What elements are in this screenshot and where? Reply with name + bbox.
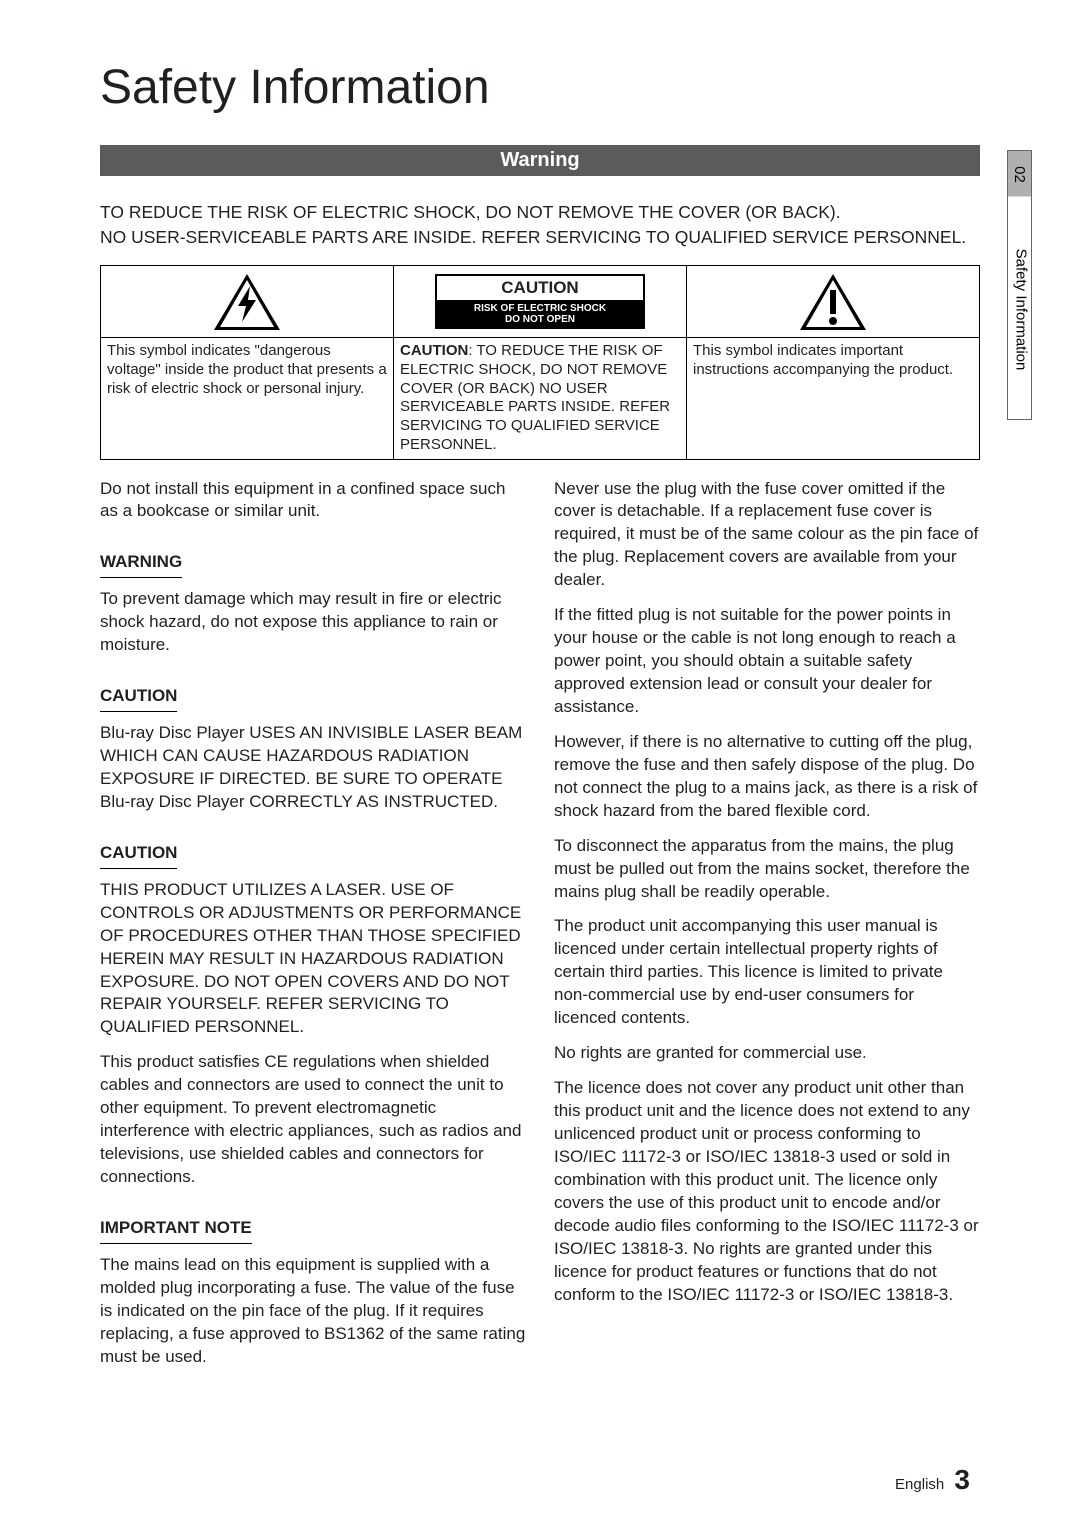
caution-subhead: CAUTION (100, 842, 177, 869)
para: No rights are granted for commercial use… (554, 1042, 980, 1065)
lightning-triangle-icon (212, 272, 282, 332)
para: To prevent damage which may result in fi… (100, 588, 526, 657)
body-columns: Do not install this equipment in a confi… (100, 478, 980, 1381)
warning-heading-bar: Warning (100, 145, 980, 176)
para: However, if there is no alternative to c… (554, 731, 980, 823)
exclamation-triangle-icon (798, 272, 868, 332)
right-column: Never use the plug with the fuse cover o… (554, 478, 980, 1381)
symbol-table: CAUTION RISK OF ELECTRIC SHOCK DO NOT OP… (100, 265, 980, 460)
para: The product unit accompanying this user … (554, 915, 980, 1030)
footer-language: English (895, 1476, 944, 1493)
para: To disconnect the apparatus from the mai… (554, 835, 980, 904)
side-tab-section-number: 02 (1011, 163, 1028, 186)
symbol-desc-right: This symbol indicates important instruct… (687, 338, 980, 460)
document-page: 02 Safety Information Safety Information… (0, 0, 1080, 1532)
side-tab: 02 Safety Information (1007, 150, 1032, 420)
para: If the fitted plug is not suitable for t… (554, 604, 980, 719)
symbol-cell-voltage-icon (101, 266, 394, 338)
symbol-cell-caution-box: CAUTION RISK OF ELECTRIC SHOCK DO NOT OP… (394, 266, 687, 338)
caution-subhead: CAUTION (100, 685, 177, 712)
left-column: Do not install this equipment in a confi… (100, 478, 526, 1381)
intro-text: TO REDUCE THE RISK OF ELECTRIC SHOCK, DO… (100, 200, 980, 249)
symbol-desc-left: This symbol indicates "dangerous voltage… (101, 338, 394, 460)
para: Never use the plug with the fuse cover o… (554, 478, 980, 593)
para: Do not install this equipment in a confi… (100, 478, 526, 524)
symbol-cell-exclamation-icon (687, 266, 980, 338)
para: The mains lead on this equipment is supp… (100, 1254, 526, 1369)
para: This product satisfies CE regulations wh… (100, 1051, 526, 1189)
para: The licence does not cover any product u… (554, 1077, 980, 1306)
para: Blu-ray Disc Player USES AN INVISIBLE LA… (100, 722, 526, 814)
side-tab-section-label: Safety Information (1013, 225, 1030, 395)
page-footer: English 3 (895, 1464, 970, 1496)
important-note-subhead: IMPORTANT NOTE (100, 1217, 252, 1244)
caution-box-title: CAUTION (437, 276, 643, 300)
para: THIS PRODUCT UTILIZES A LASER. USE OF CO… (100, 879, 526, 1040)
caution-box-subtitle: RISK OF ELECTRIC SHOCK DO NOT OPEN (437, 301, 643, 327)
intro-line-1: TO REDUCE THE RISK OF ELECTRIC SHOCK, DO… (100, 202, 841, 222)
warning-subhead: WARNING (100, 551, 182, 578)
footer-page-number: 3 (954, 1464, 970, 1495)
intro-line-2: NO USER-SERVICEABLE PARTS ARE INSIDE. RE… (100, 227, 966, 247)
page-title: Safety Information (100, 60, 980, 115)
caution-label-box: CAUTION RISK OF ELECTRIC SHOCK DO NOT OP… (435, 274, 645, 328)
caution-label: CAUTION (400, 342, 468, 359)
symbol-desc-mid: CAUTION: TO REDUCE THE RISK OF ELECTRIC … (394, 338, 687, 460)
